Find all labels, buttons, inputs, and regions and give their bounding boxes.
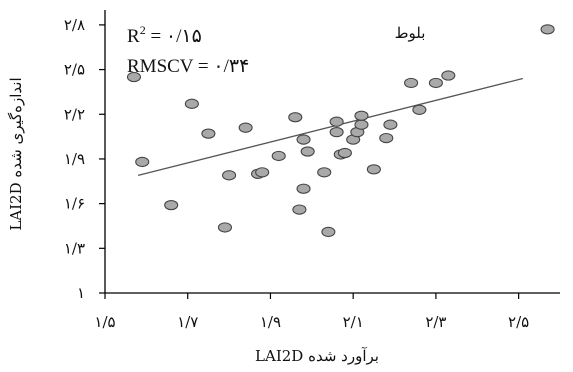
data-point [201, 128, 216, 139]
x-tick-label: ۱/۷ [177, 313, 198, 331]
r-squared-annotation: R2 = ۰/۱۵ [127, 23, 202, 47]
data-point [296, 134, 311, 145]
data-point [317, 167, 332, 178]
y-axis: ۱ ۱/۳ ۱/۶ ۱/۹ ۲/۲ ۲/۵ ۲/۸ [64, 16, 105, 302]
plot-area [104, 10, 560, 294]
data-point [337, 147, 352, 159]
data-point [222, 170, 237, 181]
data-point [271, 150, 286, 162]
data-point [329, 126, 344, 138]
data-point [540, 24, 555, 35]
data-point [329, 116, 344, 127]
data-point [292, 204, 307, 215]
x-tick-label: ۲/۱ [343, 313, 364, 331]
data-point [288, 112, 303, 123]
series-label: بلوط [395, 24, 426, 42]
data-point [366, 164, 381, 175]
data-point [296, 183, 311, 194]
data-points [126, 24, 555, 238]
x-tick-label: ۲/۳ [425, 313, 446, 331]
x-axis-title: LAI2D برآورد شده [255, 347, 379, 365]
x-tick-label: ۱/۵ [94, 313, 115, 331]
data-point [255, 167, 270, 178]
data-point [428, 77, 443, 89]
data-point [321, 226, 336, 238]
x-tick-label: ۱/۹ [260, 313, 281, 331]
data-point [354, 110, 369, 121]
y-tick-label: ۱ [77, 284, 85, 302]
data-point [383, 119, 398, 130]
y-tick-label: ۱/۹ [64, 150, 85, 168]
data-point [217, 222, 233, 233]
y-tick-label: ۲/۵ [64, 61, 85, 79]
x-tick-label: ۲/۵ [508, 313, 529, 331]
y-axis-title: LAI2D اندازه‌گیری شده [7, 77, 25, 230]
data-point [441, 70, 456, 81]
data-point [184, 98, 199, 109]
data-point [412, 104, 427, 115]
y-tick-label: ۲/۸ [64, 16, 85, 34]
data-point [354, 119, 369, 130]
y-tick-label: ۲/۲ [64, 105, 85, 123]
trendline-layer [137, 77, 523, 176]
data-point [300, 146, 315, 157]
y-tick-label: ۱/۶ [64, 195, 85, 213]
data-point [164, 199, 179, 211]
data-point [404, 77, 419, 89]
trendline [137, 77, 523, 176]
data-point [379, 132, 394, 144]
y-tick-label: ۱/۳ [64, 239, 85, 257]
rmscv-annotation: RMSCV = ۰/۳۴ [127, 56, 249, 77]
data-point [135, 156, 150, 168]
data-point [238, 122, 253, 133]
data-point [126, 71, 142, 83]
x-axis: ۱/۵ ۱/۷ ۱/۹ ۲/۱ ۲/۳ ۲/۵ [94, 293, 529, 331]
